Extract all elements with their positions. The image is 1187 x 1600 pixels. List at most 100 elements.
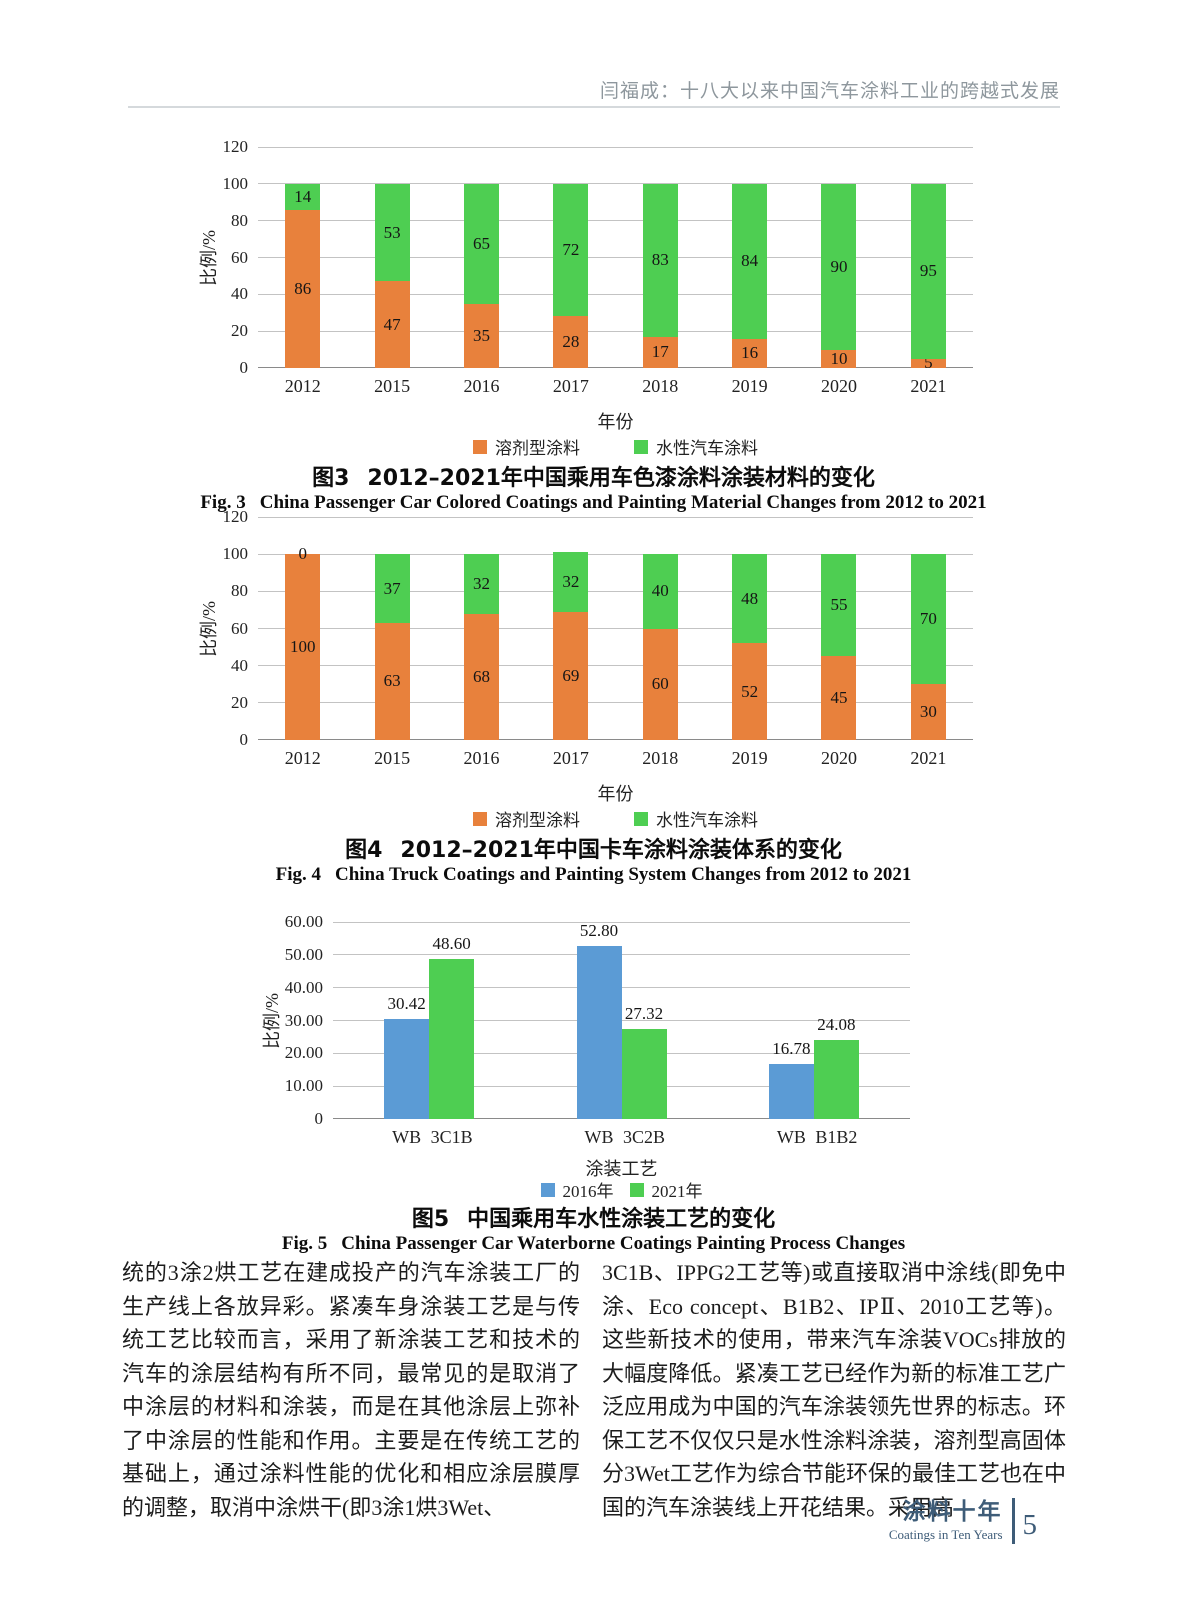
legend-label: 2016年 bbox=[562, 1182, 614, 1201]
bar-segment bbox=[463, 303, 499, 368]
bar-value-label: 27.32 bbox=[624, 1004, 664, 1024]
legend-entry: 水性汽车涂料 bbox=[634, 806, 758, 831]
y-axis-tick-label: 20 bbox=[231, 321, 248, 341]
figure5-grouped-bar-chart: 0 10.00 20.00 30.00 40.00 50.00 60.00 比例/% 30.42… bbox=[262, 913, 910, 1254]
bar-value-label: 84 bbox=[741, 251, 759, 271]
bar-value-label: 32 bbox=[472, 573, 490, 593]
bar-WB bbox=[384, 1019, 430, 1119]
legend-label: 溶剂型涂料 bbox=[495, 439, 580, 458]
legend-entry: 溶剂型涂料 bbox=[473, 806, 580, 831]
x-axis-line bbox=[258, 367, 973, 368]
bar-value-label: 10 bbox=[830, 348, 848, 368]
figure-title-zh: 中国乘用车水性涂装工艺的变化 bbox=[467, 1207, 776, 1232]
bar-value-label: 83 bbox=[651, 250, 669, 270]
bar-value-label: 52 bbox=[741, 681, 759, 701]
y-axis-tick-label: 20 bbox=[231, 692, 248, 712]
y-axis-tick-label: 80 bbox=[231, 210, 248, 230]
x-axis-category-label: 2021 bbox=[910, 376, 947, 396]
bar-segment bbox=[821, 656, 857, 740]
bar-3C1B bbox=[429, 959, 475, 1119]
x-axis-category-label: 2017 bbox=[552, 376, 589, 396]
gridline bbox=[258, 590, 973, 592]
chart-legend: 溶剂型涂料 水性汽车涂料 bbox=[258, 806, 973, 831]
gridline bbox=[258, 665, 973, 667]
bar-segment bbox=[821, 183, 857, 350]
y-axis-tick-label: 0 bbox=[239, 730, 249, 749]
bar-segment bbox=[910, 554, 946, 685]
legend-swatch bbox=[634, 439, 648, 454]
legend-swatch bbox=[634, 811, 648, 826]
bar-segment bbox=[821, 554, 857, 657]
y-axis-tick-label: 40.00 bbox=[284, 977, 323, 997]
y-axis-tick-label: 60 bbox=[231, 618, 248, 638]
bar-segment bbox=[732, 183, 768, 339]
bar-segment bbox=[285, 183, 321, 210]
bar-segment bbox=[732, 643, 768, 740]
figure-title-en: China Truck Coatings and Painting System… bbox=[334, 864, 912, 885]
bar-value-label: 69 bbox=[562, 665, 580, 685]
bar-value-label: 32 bbox=[562, 572, 580, 592]
x-axis-category-label: 2019 bbox=[731, 376, 768, 396]
y-axis-tick-label: 120 bbox=[222, 137, 249, 156]
y-axis-tick-label: 100 bbox=[222, 173, 249, 193]
footer-brand-zh: 涂料十年 bbox=[902, 1498, 1003, 1525]
gridline bbox=[258, 146, 973, 148]
figure-caption-en: Fig. 3 China Passenger Car Colored Coatin… bbox=[0, 492, 1187, 514]
bar-segment bbox=[553, 552, 589, 612]
bar-value-label: 24.08 bbox=[817, 1014, 856, 1034]
bar-value-label: 0 bbox=[298, 544, 307, 564]
figure-caption-zh: 图3 2012–2021年中国乘用车色漆涂料涂装材料的变化 bbox=[0, 460, 1187, 492]
running-header-title: 闫福成：十八大以来中国汽车涂料工业的跨越式发展 bbox=[599, 80, 1060, 102]
legend-swatch bbox=[473, 811, 487, 826]
y-axis-tick-label: 120 bbox=[222, 507, 249, 526]
bar-segment bbox=[553, 183, 589, 317]
figure-caption-zh: 图5 中国乘用车水性涂装工艺的变化 bbox=[0, 1201, 1187, 1233]
bar-value-label: 45 bbox=[830, 688, 848, 708]
y-axis-tick-label: 30.00 bbox=[284, 1010, 323, 1030]
x-axis-category-label: 2012 bbox=[284, 376, 321, 396]
legend-entry: 2021年 bbox=[629, 1177, 703, 1202]
y-axis-tick-label: 0 bbox=[314, 1109, 324, 1128]
bar-segment bbox=[553, 316, 589, 368]
bar-value-label: 47 bbox=[383, 314, 401, 334]
bar-value-label: 100 bbox=[289, 637, 316, 657]
bar-segment bbox=[285, 209, 321, 368]
y-axis-tick-label: 40 bbox=[231, 655, 248, 675]
header-divider bbox=[128, 106, 1060, 108]
legend-entry: 2016年 bbox=[540, 1177, 614, 1202]
bar-segment bbox=[732, 554, 768, 644]
gridline bbox=[333, 987, 910, 989]
bar-segment bbox=[374, 622, 410, 740]
bar-value-label: 86 bbox=[294, 278, 312, 298]
legend-label: 2021年 bbox=[651, 1182, 703, 1201]
bar-B1B2 bbox=[813, 1039, 859, 1119]
x-axis-title: 年份 bbox=[597, 412, 634, 432]
x-axis-category-label: WB bbox=[776, 1127, 806, 1147]
legend-entry: 溶剂型涂料 bbox=[473, 434, 580, 459]
x-axis-category-label: 2019 bbox=[731, 748, 768, 768]
page-number: 5 bbox=[1022, 1508, 1038, 1541]
bar-segment bbox=[642, 554, 678, 629]
bar-segment bbox=[374, 554, 410, 623]
gridline bbox=[258, 183, 973, 185]
body-text-left-column: 统的3涂2烘工艺在建成投产的汽车涂装工厂的生产线上各放异彩。紧凑车身涂装工艺是与… bbox=[122, 1260, 580, 1520]
figure-title-zh: 2012–2021年中国卡车涂料涂装体系的变化 bbox=[400, 838, 842, 863]
bar-value-label: 17 bbox=[651, 342, 669, 362]
x-axis-category-label: WB bbox=[584, 1127, 614, 1147]
bar-segment bbox=[553, 611, 589, 740]
figure-title-en: China Passenger Car Colored Coatings and… bbox=[259, 492, 987, 513]
legend-label: 水性汽车涂料 bbox=[656, 811, 758, 830]
bar-segment bbox=[642, 336, 678, 368]
bar-value-label: 28 bbox=[562, 332, 580, 352]
bar-segment bbox=[910, 183, 946, 359]
bar-value-label: 70 bbox=[919, 609, 937, 629]
figure-title-zh: 2012–2021年中国乘用车色漆涂料涂装材料的变化 bbox=[367, 466, 875, 491]
gridline bbox=[258, 553, 973, 555]
gridline bbox=[258, 293, 973, 295]
bar-segment bbox=[463, 554, 499, 614]
legend-swatch bbox=[540, 1182, 555, 1197]
bar-WB bbox=[768, 1063, 814, 1119]
legend-label: 溶剂型涂料 bbox=[495, 811, 580, 830]
bar-value-label: 5 bbox=[924, 353, 933, 373]
